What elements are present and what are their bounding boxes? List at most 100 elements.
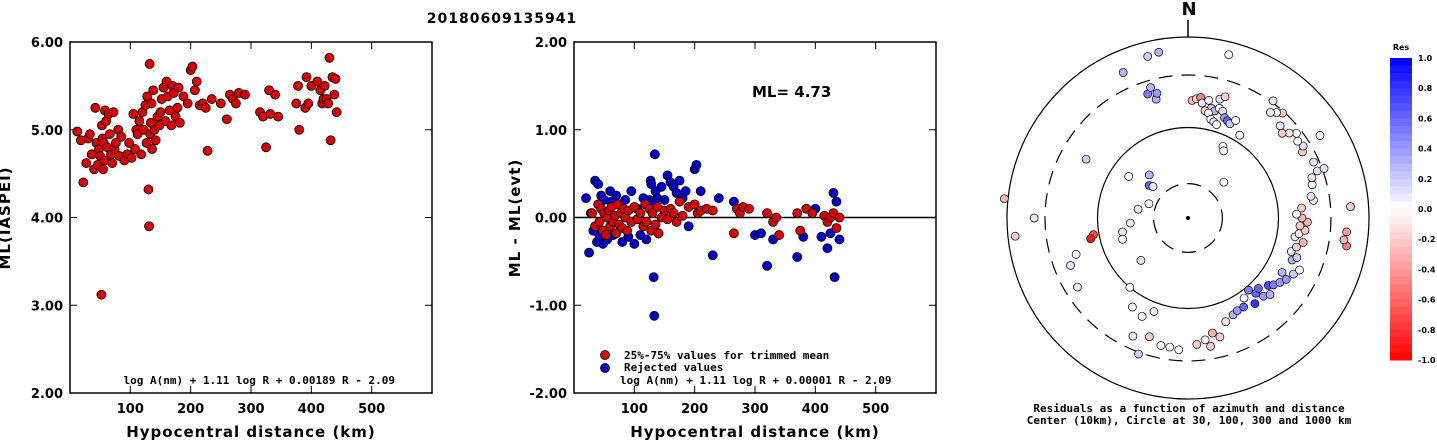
rejected-point <box>648 272 659 283</box>
rejected-point <box>626 186 637 197</box>
colorbar-swatch <box>1390 254 1412 263</box>
station-point <box>1137 312 1147 321</box>
station-point <box>1298 238 1308 247</box>
rejected-point <box>713 193 724 204</box>
chart2-ytick-label: 2.00 <box>535 36 567 51</box>
colorbar-swatch <box>1390 88 1412 97</box>
station-point <box>1292 242 1301 252</box>
colorbar-labels: 1.0 0.8 0.6 0.4 0.2 0.0 -0.2 -0.4 -0.6 -0.8 -1.0 <box>1418 54 1436 365</box>
data-point <box>291 98 302 109</box>
station-point <box>1118 68 1128 77</box>
data-point <box>173 82 184 93</box>
chart2-legend: 25%-75% values for trimmed mean Rejected… <box>600 349 829 374</box>
data-point <box>215 98 226 109</box>
station-point <box>1125 282 1135 292</box>
chart1-y-ticks: 2.00 3.00 4.00 5.00 6.00 <box>31 36 432 402</box>
trimmed-point <box>641 216 652 227</box>
trimmed-point <box>662 214 673 225</box>
polar-ring-1000km <box>1006 36 1370 400</box>
data-point <box>174 117 185 128</box>
colorbar-swatch <box>1390 299 1412 308</box>
station-point <box>1275 121 1285 131</box>
data-point <box>231 98 241 109</box>
data-point <box>187 61 198 72</box>
station-point <box>1136 256 1146 265</box>
data-point <box>126 152 137 163</box>
colorbar-swatch <box>1390 156 1412 165</box>
rejected-point <box>629 238 640 249</box>
data-point <box>134 116 145 126</box>
data-point <box>200 102 211 113</box>
station-point <box>1292 209 1301 219</box>
rejected-point <box>828 188 839 198</box>
station-point <box>1154 47 1164 57</box>
chart2-xtick-label: 500 <box>862 402 889 417</box>
chart1-ytick-label: 3.00 <box>31 299 63 314</box>
north-label: N <box>1181 0 1196 20</box>
data-point <box>110 138 121 148</box>
data-point <box>221 114 232 125</box>
trimmed-point <box>594 216 605 227</box>
colorbar-swatch <box>1390 193 1412 202</box>
colorbar-swatch <box>1390 133 1412 142</box>
station-point <box>1293 136 1303 146</box>
colorbar-swatch <box>1390 148 1412 157</box>
data-point <box>325 135 336 146</box>
data-point <box>85 129 95 140</box>
chart1-x-axis-label: Hypocentral distance (km) <box>126 423 376 441</box>
station-point <box>1212 120 1221 129</box>
data-point <box>104 129 115 140</box>
data-point <box>202 145 213 156</box>
data-point <box>240 89 250 100</box>
colorbar-swatch <box>1390 216 1412 225</box>
trimmed-point <box>762 208 772 219</box>
rejected-point <box>656 181 667 192</box>
polar-residual-map: N Residuals as a function of azimuth and… <box>1000 0 1370 427</box>
trimmed-point <box>677 210 688 221</box>
rejected-point <box>584 247 594 258</box>
colorbar-swatch <box>1390 65 1412 74</box>
colorbar-tick-label: 0.6 <box>1418 114 1433 123</box>
station-point <box>1224 50 1234 60</box>
station-point <box>1206 341 1215 351</box>
station-point <box>1319 164 1329 173</box>
colorbar-swatch <box>1390 125 1412 134</box>
trimmed-point <box>774 230 785 240</box>
station-point <box>1146 83 1155 92</box>
station-point <box>1134 349 1143 359</box>
colorbar-swatch <box>1390 73 1412 82</box>
data-point <box>273 111 284 122</box>
station-point <box>1221 317 1231 327</box>
data-point <box>182 98 193 109</box>
rejected-point <box>593 179 604 190</box>
station-point <box>1244 285 1253 295</box>
station-point <box>1309 157 1319 167</box>
station-point <box>1145 332 1154 342</box>
station-point <box>1219 146 1229 156</box>
colorbar-swatch <box>1390 186 1412 195</box>
trimmed-point <box>671 216 682 227</box>
station-point <box>1118 234 1127 244</box>
station-point <box>1295 221 1305 231</box>
colorbar-swatch <box>1390 276 1412 285</box>
polar-rings <box>1006 36 1370 400</box>
colorbar-tick-label: 0.4 <box>1418 145 1433 154</box>
chart2-points <box>581 149 845 321</box>
station-point <box>1174 345 1184 355</box>
data-point <box>206 94 217 104</box>
data-point <box>136 149 147 160</box>
data-point <box>72 126 83 137</box>
data-point <box>293 80 303 91</box>
legend-label-rejected: Rejected values <box>624 361 723 374</box>
polar-ring-300km <box>1044 74 1332 362</box>
chart1-xtick-label: 300 <box>237 402 264 417</box>
colorbar-swatch <box>1390 261 1412 270</box>
colorbar-swatch <box>1390 95 1412 104</box>
legend-label-trimmed: 25%-75% values for trimmed mean <box>624 349 829 362</box>
station-point <box>1298 141 1308 151</box>
trimmed-point <box>771 212 782 223</box>
data-point <box>98 164 109 175</box>
rejected-point <box>646 179 657 190</box>
data-point <box>143 184 154 195</box>
